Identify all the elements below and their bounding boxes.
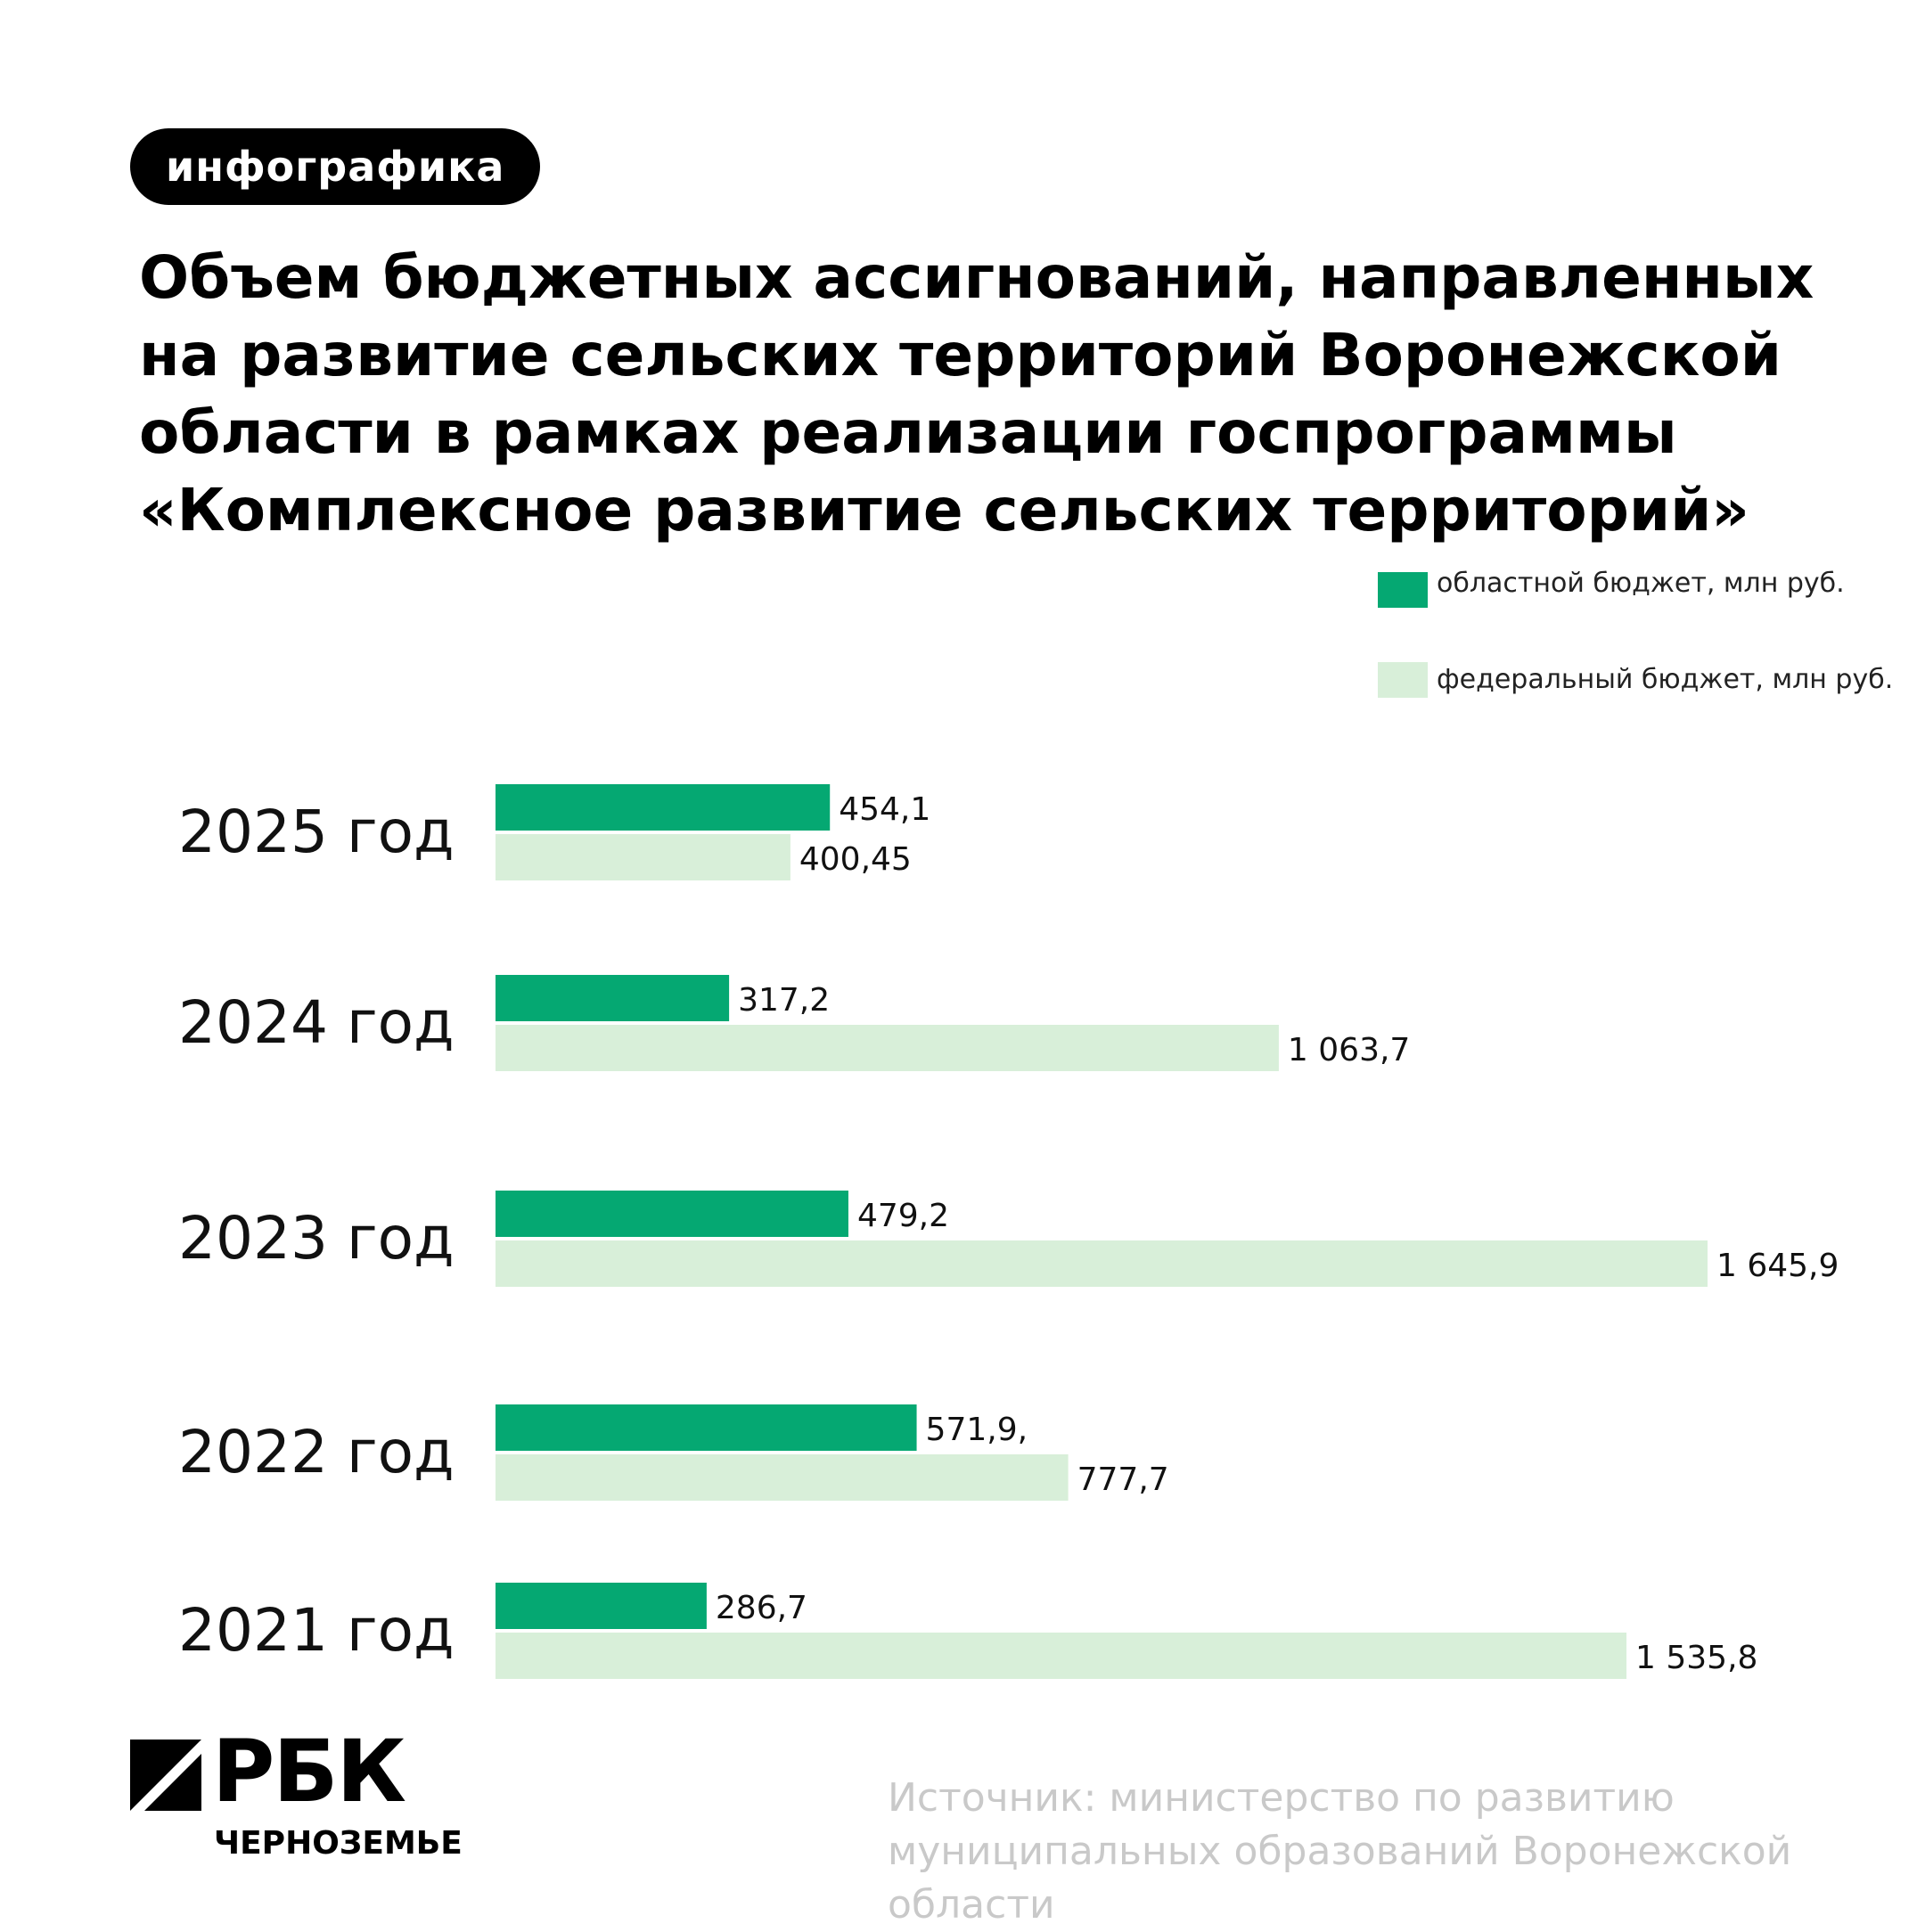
- value-label-federal: 1 645,9: [1716, 1248, 1839, 1284]
- value-label-regional: 317,2: [738, 982, 830, 1019]
- infographic-tag: инфографика: [130, 128, 541, 205]
- year-label: 2023 год: [178, 1204, 455, 1273]
- bar-federal: [496, 1025, 1279, 1071]
- bar-federal: [496, 1633, 1627, 1679]
- value-label-regional: 454,1: [839, 791, 930, 828]
- bar-regional: [496, 1404, 917, 1451]
- bar-regional: [496, 975, 730, 1021]
- year-label: 2022 год: [178, 1418, 455, 1486]
- chart-title: Объем бюджетных ассигнований, направленн…: [139, 243, 1814, 544]
- bar-federal: [496, 834, 790, 880]
- bar-regional: [496, 784, 831, 831]
- bar-federal: [496, 1454, 1069, 1501]
- year-label: 2025 год: [178, 798, 455, 866]
- logo-subtitle: ЧЕРНОЗЕМЬЕ: [214, 1825, 463, 1862]
- year-label: 2021 год: [178, 1596, 455, 1665]
- legend-swatch-regional: [1378, 572, 1428, 608]
- value-label-regional: 571,9,: [926, 1412, 1028, 1448]
- year-label: 2024 год: [178, 988, 455, 1057]
- value-label-regional: 479,2: [857, 1198, 949, 1234]
- logo-text: РБК: [212, 1722, 406, 1821]
- legend-label-regional: областной бюджет, млн руб.: [1437, 568, 1845, 599]
- legend-label-federal: федеральный бюджет, млн руб.: [1437, 664, 1894, 695]
- value-label-federal: 400,45: [799, 841, 912, 878]
- value-label-regional: 286,7: [716, 1590, 807, 1626]
- legend-swatch-federal: [1378, 662, 1428, 698]
- rbc-logo-mark-icon: [130, 1740, 201, 1811]
- bar-regional: [496, 1583, 707, 1629]
- source-note: Источник: министерство по развитию муниц…: [888, 1775, 1792, 1928]
- value-label-federal: 1 535,8: [1635, 1640, 1757, 1676]
- value-label-federal: 777,7: [1077, 1461, 1169, 1498]
- bar-regional: [496, 1191, 848, 1237]
- bar-federal: [496, 1240, 1708, 1287]
- value-label-federal: 1 063,7: [1288, 1032, 1410, 1068]
